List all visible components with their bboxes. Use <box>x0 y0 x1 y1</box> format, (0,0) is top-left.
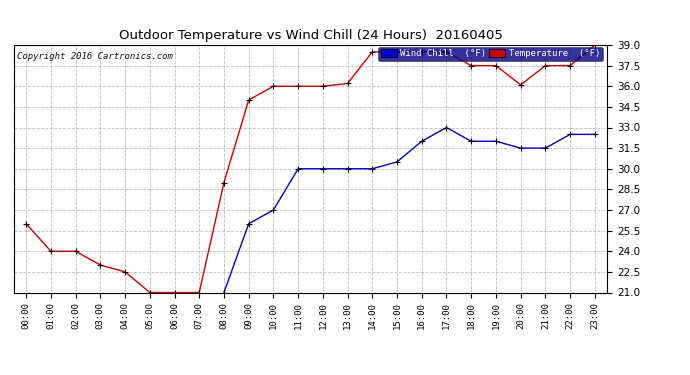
Text: Copyright 2016 Cartronics.com: Copyright 2016 Cartronics.com <box>17 53 172 62</box>
Legend: Wind Chill  (°F), Temperature  (°F): Wind Chill (°F), Temperature (°F) <box>378 47 602 60</box>
Title: Outdoor Temperature vs Wind Chill (24 Hours)  20160405: Outdoor Temperature vs Wind Chill (24 Ho… <box>119 30 502 42</box>
